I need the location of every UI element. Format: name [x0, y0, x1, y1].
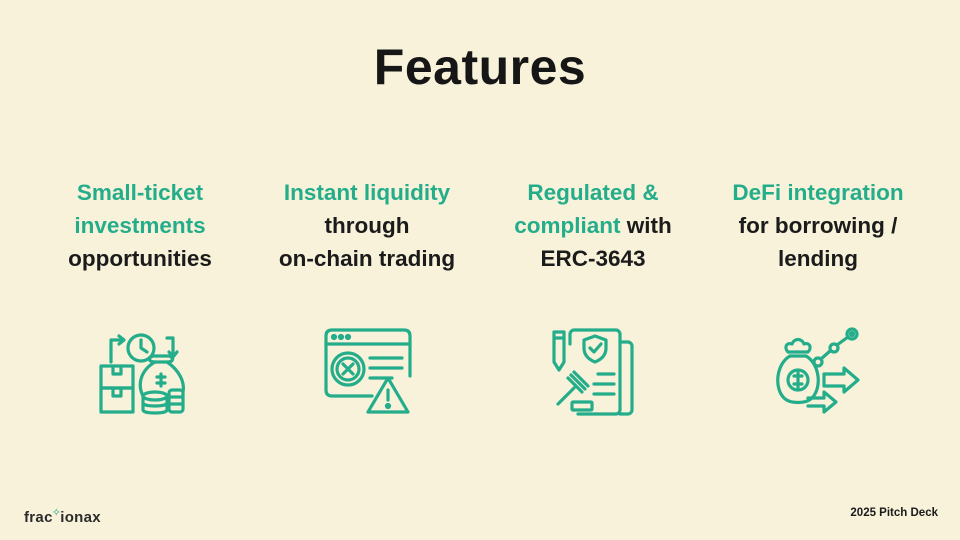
feature-instant-liquidity: Instant liquidity through on-chain trading — [267, 176, 467, 275]
feature-defi-integration: DeFi integration for borrowing / lending — [718, 176, 918, 275]
fractionax-logo: frac✧ionax — [24, 506, 101, 526]
pitch-deck-label: 2025 Pitch Deck — [850, 507, 938, 519]
feature-text: opportunities — [68, 246, 212, 271]
feature-line: ERC-3643 — [493, 242, 693, 275]
feature-text: investments — [74, 213, 206, 238]
feature-line: DeFi integration — [718, 176, 918, 209]
feature-text: with — [620, 213, 672, 238]
compliance-document-gavel-icon — [548, 326, 640, 418]
feature-text: lending — [778, 246, 858, 271]
feature-line: on-chain trading — [267, 242, 467, 275]
feature-text: Small-ticket — [76, 180, 204, 205]
browser-error-warning-icon — [322, 326, 414, 418]
feature-line: Instant liquidity — [267, 176, 467, 209]
feature-text: ERC-3643 — [540, 246, 646, 271]
feature-line: Regulated & — [493, 176, 693, 209]
page-title: Features — [373, 39, 587, 95]
feature-line: compliant with — [493, 209, 693, 242]
investment-money-bag-icon — [97, 326, 189, 418]
feature-text: Regulated & — [527, 180, 659, 205]
feature-line: lending — [718, 242, 918, 275]
feature-line: opportunities — [40, 242, 240, 275]
defi-money-bag-graph-icon — [772, 326, 864, 418]
feature-line: Small-ticket — [40, 176, 240, 209]
logo-spark-icon: ✧ — [51, 507, 62, 519]
feature-line: investments — [40, 209, 240, 242]
feature-line: through — [267, 209, 467, 242]
feature-text: through — [324, 213, 410, 238]
feature-text: for borrowing / — [738, 213, 898, 238]
logo-text-end: ionax — [60, 509, 101, 526]
feature-regulated-compliant: Regulated & compliant with ERC-3643 — [493, 176, 693, 275]
feature-text: on-chain trading — [278, 246, 456, 271]
feature-text: DeFi integration — [732, 180, 904, 205]
feature-line: for borrowing / — [718, 209, 918, 242]
logo-text-start: frac — [24, 509, 53, 526]
feature-text: compliant — [514, 213, 621, 238]
feature-text: Instant liquidity — [283, 180, 451, 205]
feature-small-ticket: Small-ticket investments opportunities — [40, 176, 240, 275]
